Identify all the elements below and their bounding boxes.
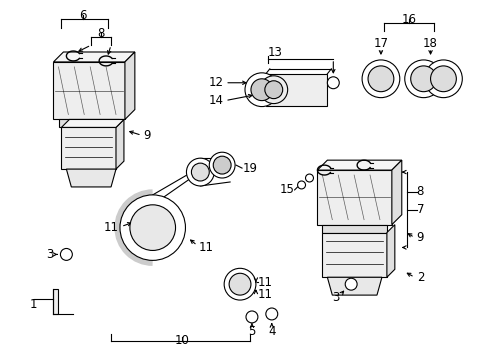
Circle shape (326, 77, 339, 89)
Text: 11: 11 (257, 276, 272, 289)
Text: 9: 9 (142, 129, 150, 142)
Text: 11: 11 (257, 288, 272, 301)
Circle shape (120, 195, 185, 260)
Bar (53, 62, 124, 120)
Circle shape (244, 73, 278, 107)
Text: 3: 3 (331, 291, 339, 303)
Circle shape (250, 79, 272, 100)
Text: 8: 8 (416, 185, 423, 198)
Text: 8: 8 (97, 27, 104, 40)
Text: 18: 18 (422, 37, 437, 50)
Circle shape (410, 66, 436, 92)
Circle shape (361, 60, 399, 98)
Text: 12: 12 (209, 76, 224, 89)
Circle shape (404, 60, 442, 98)
Text: 11: 11 (104, 221, 119, 234)
Circle shape (130, 205, 175, 251)
Text: 1: 1 (30, 297, 37, 311)
Circle shape (259, 76, 287, 104)
Circle shape (186, 158, 214, 186)
Polygon shape (124, 52, 135, 120)
Circle shape (305, 174, 313, 182)
Bar (317, 170, 391, 225)
Circle shape (265, 308, 277, 320)
Circle shape (245, 311, 257, 323)
Bar (60, 120, 119, 127)
Bar (322, 233, 386, 277)
Polygon shape (317, 160, 401, 170)
Polygon shape (326, 277, 381, 295)
Text: 15: 15 (279, 184, 294, 197)
Circle shape (224, 268, 255, 300)
Circle shape (61, 248, 72, 260)
Text: 6: 6 (80, 9, 87, 22)
Bar (61, 127, 116, 169)
Circle shape (345, 278, 356, 290)
Circle shape (191, 163, 209, 181)
Circle shape (424, 60, 461, 98)
Polygon shape (116, 120, 123, 169)
Bar (322, 225, 386, 233)
Text: 14: 14 (209, 94, 224, 107)
FancyBboxPatch shape (265, 74, 326, 105)
Circle shape (264, 81, 282, 99)
Text: 17: 17 (373, 37, 387, 50)
Polygon shape (391, 160, 401, 225)
Circle shape (367, 66, 393, 92)
Polygon shape (386, 225, 394, 277)
Polygon shape (66, 169, 116, 187)
Polygon shape (61, 120, 123, 127)
Text: 4: 4 (267, 325, 275, 338)
Circle shape (209, 152, 235, 178)
Text: 7: 7 (416, 203, 423, 216)
Circle shape (297, 181, 305, 189)
Text: 11: 11 (198, 241, 213, 254)
Circle shape (229, 273, 250, 295)
Text: 5: 5 (248, 325, 255, 338)
Text: 3: 3 (46, 248, 53, 261)
Text: 16: 16 (400, 13, 415, 26)
Polygon shape (53, 52, 135, 62)
Text: 2: 2 (416, 271, 423, 284)
Text: 10: 10 (175, 334, 189, 347)
Text: 19: 19 (243, 162, 258, 175)
Text: 13: 13 (267, 46, 282, 59)
Circle shape (213, 156, 231, 174)
Text: 9: 9 (416, 231, 423, 244)
Circle shape (429, 66, 455, 92)
Bar (53, 289, 59, 314)
